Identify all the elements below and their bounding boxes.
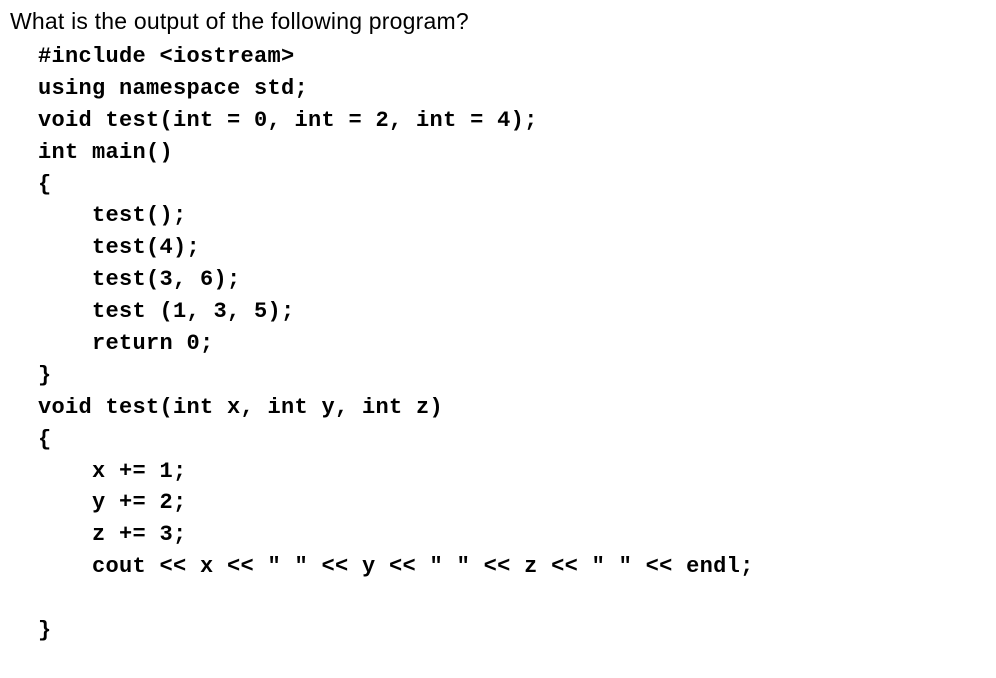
code-block: #include <iostream> using namespace std;…: [38, 41, 986, 647]
code-line: z += 3;: [38, 522, 187, 547]
code-line: using namespace std;: [38, 76, 308, 101]
code-line: {: [38, 427, 52, 452]
code-line: test(4);: [38, 235, 200, 260]
code-line: #include <iostream>: [38, 44, 295, 69]
code-line: int main(): [38, 140, 173, 165]
code-line: {: [38, 172, 52, 197]
code-line: test();: [38, 203, 187, 228]
code-line: void test(int = 0, int = 2, int = 4);: [38, 108, 538, 133]
question-text: What is the output of the following prog…: [10, 8, 986, 35]
code-line: x += 1;: [38, 459, 187, 484]
code-line: test(3, 6);: [38, 267, 241, 292]
code-line: return 0;: [38, 331, 214, 356]
code-line: test (1, 3, 5);: [38, 299, 295, 324]
code-line: cout << x << " " << y << " " << z << " "…: [38, 554, 754, 579]
code-line: }: [38, 363, 52, 388]
code-line: }: [38, 618, 52, 643]
code-line: y += 2;: [38, 490, 187, 515]
code-line: void test(int x, int y, int z): [38, 395, 443, 420]
